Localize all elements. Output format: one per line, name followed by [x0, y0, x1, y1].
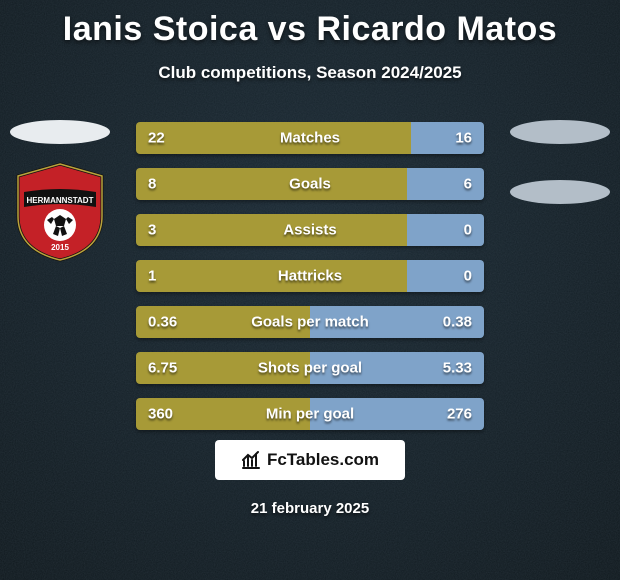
- bar-right-fill: [407, 214, 484, 246]
- stat-label: Matches: [280, 130, 340, 147]
- fctables-chart-icon: [241, 450, 261, 470]
- content: Ianis Stoica vs Ricardo Matos Club compe…: [0, 0, 620, 580]
- stat-value-left: 6.75: [148, 360, 177, 377]
- stat-row: 1 0 Hattricks: [136, 260, 484, 292]
- stat-value-right: 0.38: [443, 314, 472, 331]
- svg-text:2015: 2015: [51, 243, 69, 252]
- stat-value-left: 22: [148, 130, 165, 147]
- stat-value-left: 0.36: [148, 314, 177, 331]
- right-player-column: [500, 120, 620, 204]
- bar-right-fill: [407, 168, 484, 200]
- fctables-logo: FcTables.com: [215, 440, 405, 480]
- stat-value-right: 6: [464, 176, 472, 193]
- stat-value-right: 16: [455, 130, 472, 147]
- stat-value-left: 360: [148, 406, 173, 423]
- bar-left-fill: [136, 122, 411, 154]
- fctables-logo-text: FcTables.com: [267, 450, 379, 470]
- club-crest-left: HERMANNSTADT 2015: [14, 162, 106, 262]
- player-photo-placeholder-left: [10, 120, 110, 144]
- stat-row: 3 0 Assists: [136, 214, 484, 246]
- stat-value-right: 276: [447, 406, 472, 423]
- stat-value-left: 3: [148, 222, 156, 239]
- player-photo-placeholder-right: [510, 120, 610, 144]
- club-crest-placeholder-right: [510, 180, 610, 204]
- stat-value-left: 1: [148, 268, 156, 285]
- stat-row: 6.75 5.33 Shots per goal: [136, 352, 484, 384]
- stats-bars: 22 16 Matches 8 6 Goals 3 0 Assists 1 0 Hattricks 0.…: [136, 122, 484, 430]
- stat-row: 8 6 Goals: [136, 168, 484, 200]
- subtitle: Club competitions, Season 2024/2025: [0, 63, 620, 83]
- stat-row: 360 276 Min per goal: [136, 398, 484, 430]
- stat-value-right: 0: [464, 268, 472, 285]
- footer-date: 21 february 2025: [251, 500, 369, 517]
- stat-row: 22 16 Matches: [136, 122, 484, 154]
- bar-left-fill: [136, 260, 407, 292]
- page-title: Ianis Stoica vs Ricardo Matos: [0, 10, 620, 49]
- bar-left-fill: [136, 214, 407, 246]
- left-player-column: HERMANNSTADT 2015: [0, 120, 120, 262]
- stat-label: Assists: [283, 222, 336, 239]
- bar-left-fill: [136, 168, 407, 200]
- stat-label: Hattricks: [278, 268, 342, 285]
- stat-value-left: 8: [148, 176, 156, 193]
- stat-label: Goals per match: [251, 314, 369, 331]
- svg-text:HERMANNSTADT: HERMANNSTADT: [27, 196, 94, 205]
- bar-right-fill: [407, 260, 484, 292]
- stat-row: 0.36 0.38 Goals per match: [136, 306, 484, 338]
- stat-value-right: 5.33: [443, 360, 472, 377]
- stat-label: Shots per goal: [258, 360, 362, 377]
- stat-value-right: 0: [464, 222, 472, 239]
- bar-right-fill: [411, 122, 484, 154]
- stat-label: Min per goal: [266, 406, 354, 423]
- stat-label: Goals: [289, 176, 331, 193]
